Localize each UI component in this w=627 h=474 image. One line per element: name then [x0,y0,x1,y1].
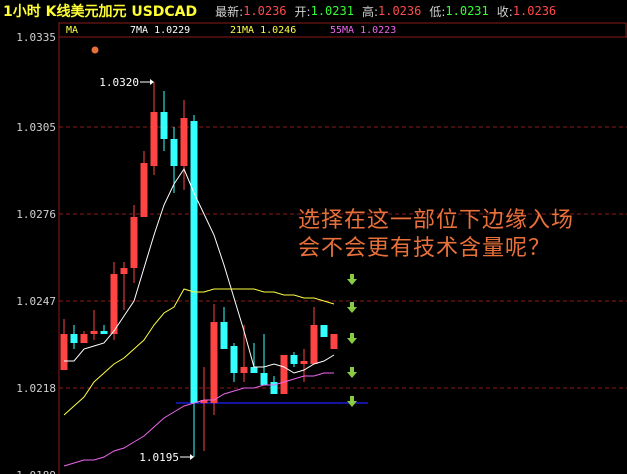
y-tick-label: 1.0218 [16,382,56,395]
down-arrow-icon [347,302,357,313]
y-tick-label: 1.0335 [16,31,56,44]
candle-body [320,325,328,337]
y-tick-label: 1.0305 [16,121,56,134]
candle-body [240,367,248,373]
ma21-line [63,288,335,416]
close-label: 收: [496,4,513,19]
y-tick-label: 1.0276 [16,208,56,221]
annotation-text: 选择在这一部位下边缘入场 会不会更有技术含量呢？ [298,207,574,263]
latest-value: 1.0236 [243,4,287,18]
annotation-line-1: 选择在这一部位下边缘入场 [298,208,575,233]
low-marker-arrowhead-icon [190,454,194,460]
down-arrow-icon [347,396,357,407]
candle-body [230,346,238,373]
low-label: 低: [429,4,446,19]
candle-body [210,322,218,403]
candle-body [70,334,78,343]
down-arrow-icon [347,367,357,378]
candle-body [160,112,168,139]
candle-body [130,217,138,268]
latest-label: 最新: [215,4,244,19]
candle-body [250,367,258,373]
open-label: 开: [294,4,311,19]
candle-body [330,334,338,349]
ma7-legend: 7MA 1.0229 [130,25,190,36]
candle-body [120,268,128,274]
ma21-legend: 21MA 1.0246 [230,25,296,36]
quote-header: 1小时 K线美元加元 USDCAD 最新: 1.0236 开: 1.0231 高: 1… [0,0,627,22]
annotation-line-2: 会不会更有技术含量呢？ [298,236,552,261]
candle-body [310,325,318,364]
candle-body [170,139,178,166]
close-value: 1.0236 [512,4,557,18]
ma-legend-label: MA [66,25,78,36]
high-value: 1.0236 [378,4,422,18]
high-label: 高: [361,4,378,19]
down-arrow-icon [347,274,357,285]
candle-body [80,334,88,343]
y-tick-label: 1.0189 [16,469,56,474]
low-value: 1.0231 [445,4,489,18]
low-marker-label: 1.0195 [139,451,179,464]
candle-body [90,331,98,334]
y-tick-label: 1.0247 [16,295,56,308]
open-value: 1.0231 [310,4,354,18]
candle-body [220,322,228,349]
candle-body [150,112,158,166]
high-marker-arrowhead-icon [150,79,154,85]
candle-body [100,331,108,334]
candle-body [140,163,148,217]
ma55-line [63,372,334,467]
candle-body [110,274,118,334]
down-arrow-icon [347,333,357,344]
ma55-legend: 55MA 1.0223 [330,25,396,36]
signal-dot-icon [91,46,99,54]
candle-body [180,118,188,166]
candle-body [60,334,68,370]
candle-body [200,400,208,403]
candle-body [300,361,308,364]
ma7-line [64,167,335,374]
high-marker-label: 1.0320 [99,76,139,89]
chart-title: 1小时 K线美元加元 USDCAD [3,4,198,20]
candle-body [270,382,278,394]
candle-body [260,373,268,385]
candle-body [290,355,298,364]
candle-body [190,121,198,403]
candle-body [280,355,288,394]
